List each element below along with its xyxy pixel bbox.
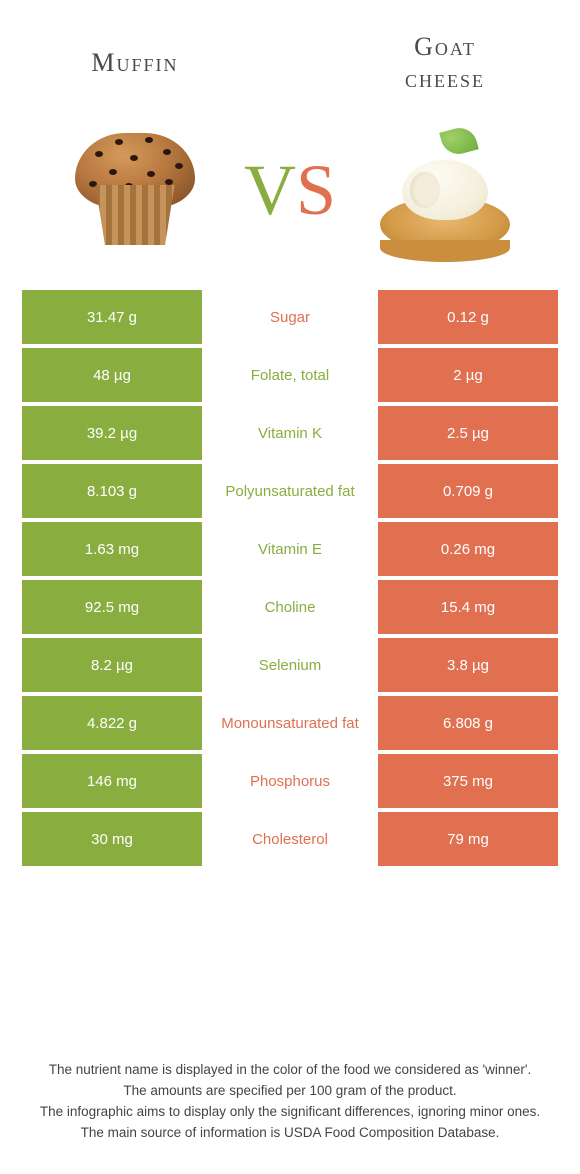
right-value: 2.5 µg: [378, 406, 558, 460]
vs-label: VS: [230, 149, 350, 232]
vs-v: V: [244, 150, 296, 230]
right-value: 15.4 mg: [378, 580, 558, 634]
left-value: 8.2 µg: [22, 638, 202, 692]
footer-line-1: The nutrient name is displayed in the co…: [28, 1060, 552, 1081]
table-row: 146 mgPhosphorus375 mg: [22, 754, 558, 808]
table-row: 31.47 gSugar0.12 g: [22, 290, 558, 344]
muffin-image: [40, 125, 230, 255]
table-row: 92.5 mgCholine15.4 mg: [22, 580, 558, 634]
hero-row: VS: [0, 100, 580, 290]
nutrient-label: Choline: [202, 580, 378, 634]
left-value: 92.5 mg: [22, 580, 202, 634]
footer-line-3: The infographic aims to display only the…: [28, 1102, 552, 1123]
title-left: Muffin: [40, 48, 230, 78]
nutrient-label: Sugar: [202, 290, 378, 344]
nutrient-label: Phosphorus: [202, 754, 378, 808]
title-right: Goat cheese: [350, 31, 540, 93]
nutrient-label: Polyunsaturated fat: [202, 464, 378, 518]
right-value: 6.808 g: [378, 696, 558, 750]
title-right-line1: Goat: [414, 32, 476, 61]
nutrient-label: Folate, total: [202, 348, 378, 402]
left-value: 48 µg: [22, 348, 202, 402]
table-row: 8.2 µgSelenium3.8 µg: [22, 638, 558, 692]
footer-line-2: The amounts are specified per 100 gram o…: [28, 1081, 552, 1102]
title-right-line2: cheese: [405, 64, 485, 93]
nutrient-label: Vitamin K: [202, 406, 378, 460]
footer-line-4: The main source of information is USDA F…: [28, 1123, 552, 1144]
nutrient-label: Selenium: [202, 638, 378, 692]
right-value: 79 mg: [378, 812, 558, 866]
left-value: 39.2 µg: [22, 406, 202, 460]
header: Muffin Goat cheese: [0, 0, 580, 100]
table-row: 48 µgFolate, total2 µg: [22, 348, 558, 402]
nutrient-label: Cholesterol: [202, 812, 378, 866]
footer-notes: The nutrient name is displayed in the co…: [0, 1060, 580, 1144]
nutrient-label: Vitamin E: [202, 522, 378, 576]
right-value: 0.12 g: [378, 290, 558, 344]
left-value: 30 mg: [22, 812, 202, 866]
left-value: 146 mg: [22, 754, 202, 808]
left-value: 1.63 mg: [22, 522, 202, 576]
table-row: 8.103 gPolyunsaturated fat0.709 g: [22, 464, 558, 518]
goat-cheese-image: [350, 120, 540, 260]
left-value: 31.47 g: [22, 290, 202, 344]
table-row: 30 mgCholesterol79 mg: [22, 812, 558, 866]
right-value: 2 µg: [378, 348, 558, 402]
right-value: 375 mg: [378, 754, 558, 808]
right-value: 0.709 g: [378, 464, 558, 518]
table-row: 1.63 mgVitamin E0.26 mg: [22, 522, 558, 576]
table-row: 4.822 gMonounsaturated fat6.808 g: [22, 696, 558, 750]
right-value: 0.26 mg: [378, 522, 558, 576]
right-value: 3.8 µg: [378, 638, 558, 692]
nutrient-label: Monounsaturated fat: [202, 696, 378, 750]
table-row: 39.2 µgVitamin K2.5 µg: [22, 406, 558, 460]
left-value: 8.103 g: [22, 464, 202, 518]
left-value: 4.822 g: [22, 696, 202, 750]
vs-s: S: [296, 150, 336, 230]
comparison-table: 31.47 gSugar0.12 g48 µgFolate, total2 µg…: [0, 290, 580, 866]
